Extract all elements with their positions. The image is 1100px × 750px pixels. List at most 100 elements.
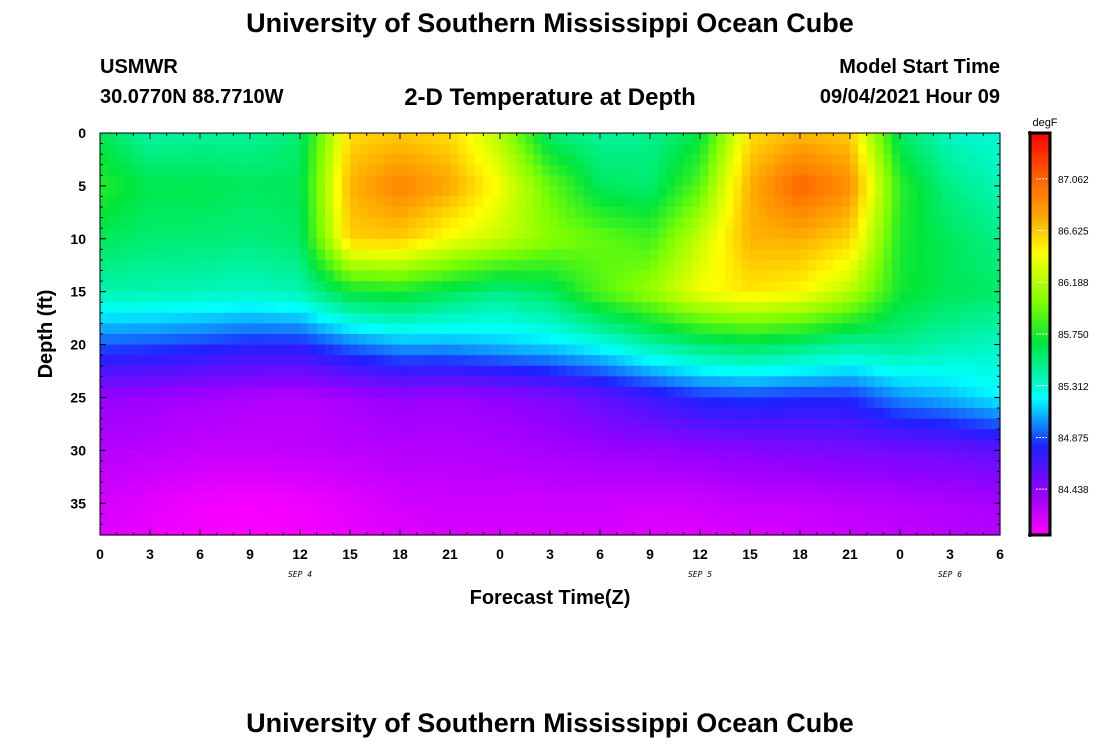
heatmap-cell: [658, 133, 668, 145]
heatmap-cell: [950, 376, 959, 388]
heatmap-cell: [550, 323, 559, 335]
heatmap-cell: [283, 482, 293, 494]
heatmap-cell: [900, 133, 909, 145]
heatmap-cell: [141, 397, 151, 409]
heatmap-cell: [641, 365, 651, 377]
heatmap-cell: [208, 524, 218, 536]
heatmap-cell: [125, 312, 134, 325]
heatmap-cell: [950, 238, 959, 250]
heatmap-cell: [925, 217, 934, 229]
heatmap-cell: [408, 492, 418, 504]
heatmap-cell: [266, 429, 276, 441]
heatmap-cell: [833, 355, 843, 367]
heatmap-cell: [850, 460, 859, 473]
heatmap-cell: [166, 259, 176, 272]
heatmap-cell: [291, 450, 301, 462]
heatmap-cell: [991, 270, 1001, 282]
heatmap-cell: [491, 175, 501, 187]
heatmap-cell: [316, 175, 326, 187]
heatmap-cell: [158, 334, 168, 346]
heatmap-cell: [833, 482, 843, 494]
heatmap-cell: [875, 185, 884, 198]
heatmap-cell: [450, 249, 459, 261]
heatmap-cell: [958, 418, 968, 430]
heatmap-cell: [341, 365, 351, 377]
heatmap-cell: [441, 524, 451, 536]
heatmap-cell: [858, 355, 868, 367]
heatmap-cell: [200, 164, 209, 176]
heatmap-cell: [175, 408, 184, 420]
heatmap-cell: [225, 376, 234, 388]
heatmap-cell: [316, 334, 326, 346]
heatmap-cell: [866, 418, 876, 430]
heatmap-cell: [300, 344, 309, 356]
heatmap-cell: [258, 355, 268, 367]
heatmap-cell: [900, 365, 909, 377]
heatmap-cell: [400, 323, 409, 335]
heatmap-cell: [100, 460, 109, 473]
heatmap-cell: [325, 513, 334, 526]
heatmap-cell: [983, 439, 993, 451]
heatmap-cell: [116, 270, 126, 282]
heatmap-cell: [716, 418, 726, 430]
heatmap-cell: [800, 524, 809, 536]
heatmap-cell: [175, 217, 184, 229]
heatmap-cell: [666, 386, 676, 399]
heatmap-cell: [533, 365, 543, 377]
heatmap-cell: [750, 408, 759, 420]
heatmap-cell: [216, 334, 226, 346]
heatmap-cell: [375, 154, 384, 166]
heatmap-cell: [941, 175, 951, 187]
heatmap-cell: [616, 513, 626, 526]
heatmap-cell: [766, 524, 776, 536]
heatmap-cell: [616, 259, 626, 272]
heatmap-cell: [908, 270, 918, 282]
heatmap-cell: [941, 133, 951, 145]
heatmap-cell: [175, 228, 184, 240]
heatmap-cell: [683, 513, 693, 526]
heatmap-cell: [158, 259, 168, 272]
heatmap-cell: [816, 175, 826, 187]
heatmap-cell: [716, 460, 726, 473]
heatmap-cell: [366, 471, 376, 483]
heatmap-cell: [950, 175, 959, 187]
heatmap-cell: [108, 524, 118, 536]
heatmap-cell: [666, 238, 676, 250]
heatmap-cell: [841, 482, 851, 494]
heatmap-cell: [808, 397, 818, 409]
heatmap-cell: [233, 450, 243, 462]
heatmap-cell: [191, 334, 201, 346]
heatmap-cell: [375, 334, 384, 346]
heatmap-cell: [416, 408, 426, 420]
heatmap-cell: [808, 302, 818, 314]
heatmap-cell: [383, 397, 393, 409]
heatmap-cell: [541, 302, 551, 314]
heatmap-cell: [116, 344, 126, 356]
heatmap-cell: [841, 323, 851, 335]
heatmap-cell: [575, 344, 584, 356]
heatmap-cell: [366, 439, 376, 451]
heatmap-cell: [383, 217, 393, 229]
heatmap-cell: [241, 281, 251, 293]
heatmap-cell: [316, 143, 326, 155]
heatmap-cell: [241, 249, 251, 261]
heatmap-cell: [600, 429, 609, 441]
heatmap-cell: [216, 376, 226, 388]
heatmap-cell: [233, 228, 243, 240]
heatmap-cell: [658, 429, 668, 441]
heatmap-cell: [975, 355, 984, 367]
heatmap-cell: [641, 249, 651, 261]
heatmap-cell: [166, 228, 176, 240]
heatmap-cell: [500, 376, 509, 388]
heatmap-cell: [483, 334, 493, 346]
heatmap-cell: [358, 164, 368, 176]
heatmap-cell: [608, 154, 618, 166]
heatmap-cell: [275, 386, 284, 399]
heatmap-cell: [850, 133, 859, 145]
heatmap-cell: [650, 217, 659, 229]
heatmap-cell: [833, 238, 843, 250]
heatmap-cell: [225, 175, 234, 187]
heatmap-cell: [475, 133, 484, 145]
heatmap-cell: [150, 344, 159, 356]
heatmap-cell: [483, 185, 493, 198]
